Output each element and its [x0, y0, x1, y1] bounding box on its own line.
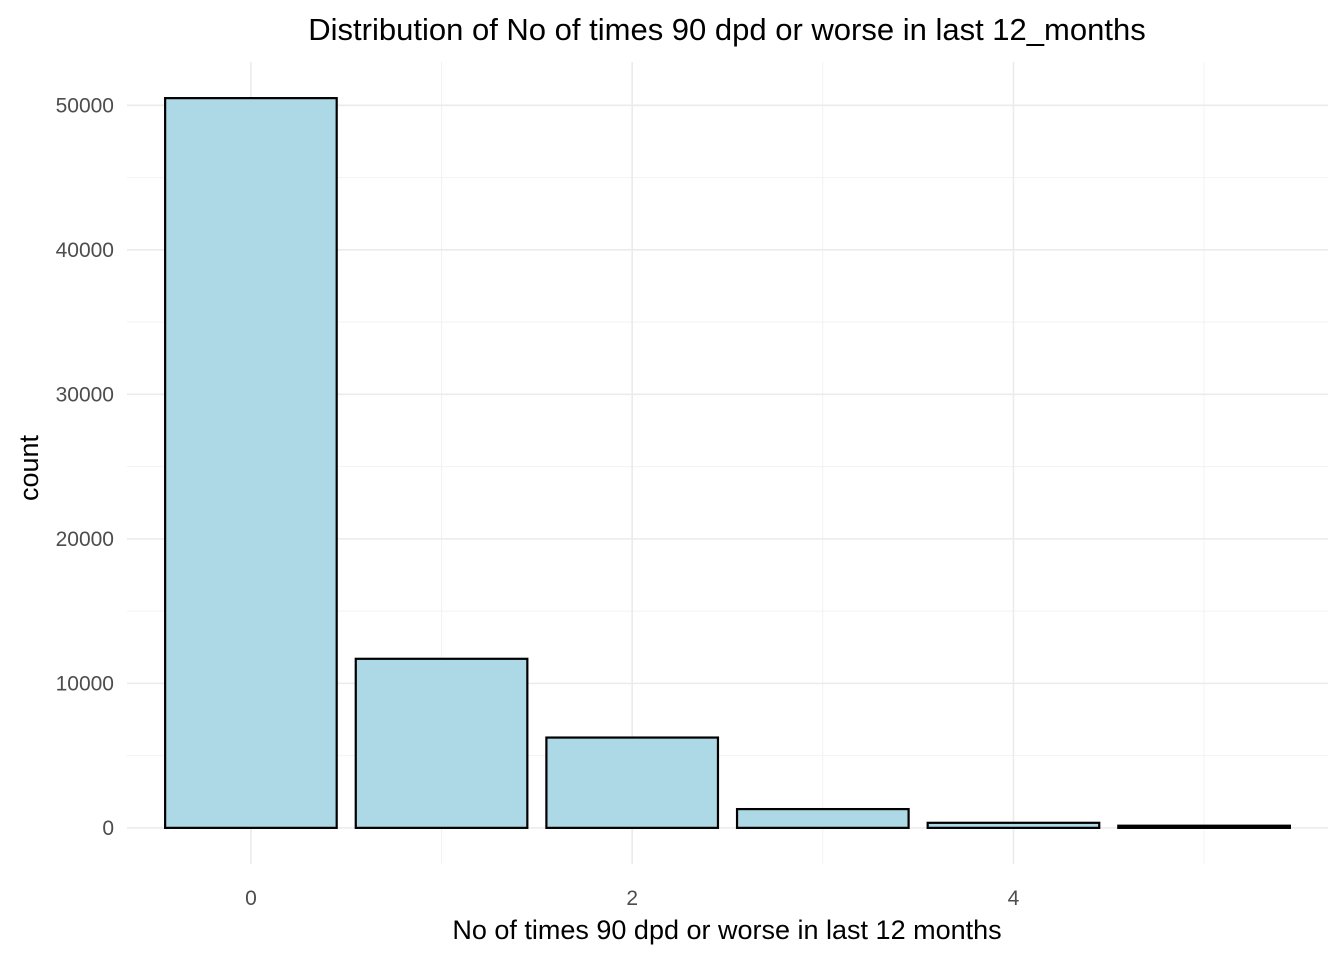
y-tick-label: 10000 [56, 672, 114, 695]
x-axis-title: No of times 90 dpd or worse in last 12 m… [452, 915, 1001, 945]
bar-2 [545, 736, 720, 829]
x-tick-label: 2 [626, 887, 638, 910]
y-tick-label: 30000 [56, 383, 114, 406]
bar-5 [1117, 824, 1291, 829]
bar-4 [926, 821, 1101, 829]
y-tick-label: 20000 [56, 528, 114, 551]
y-axis-title: count [14, 434, 44, 501]
bar-1 [354, 657, 529, 829]
x-tick-label: 0 [245, 887, 257, 910]
chart-title: Distribution of No of times 90 dpd or wo… [308, 12, 1145, 47]
y-axis-ticks: 0 10000 20000 30000 40000 50000 [56, 94, 114, 840]
x-axis-ticks: 0 2 4 [245, 887, 1020, 910]
y-tick-label: 0 [102, 817, 114, 840]
y-tick-label: 50000 [56, 94, 114, 117]
bars [164, 97, 1291, 829]
bar-3 [735, 807, 910, 829]
bar-0 [164, 97, 338, 829]
y-tick-label: 40000 [56, 239, 114, 262]
x-tick-label: 4 [1008, 887, 1020, 910]
